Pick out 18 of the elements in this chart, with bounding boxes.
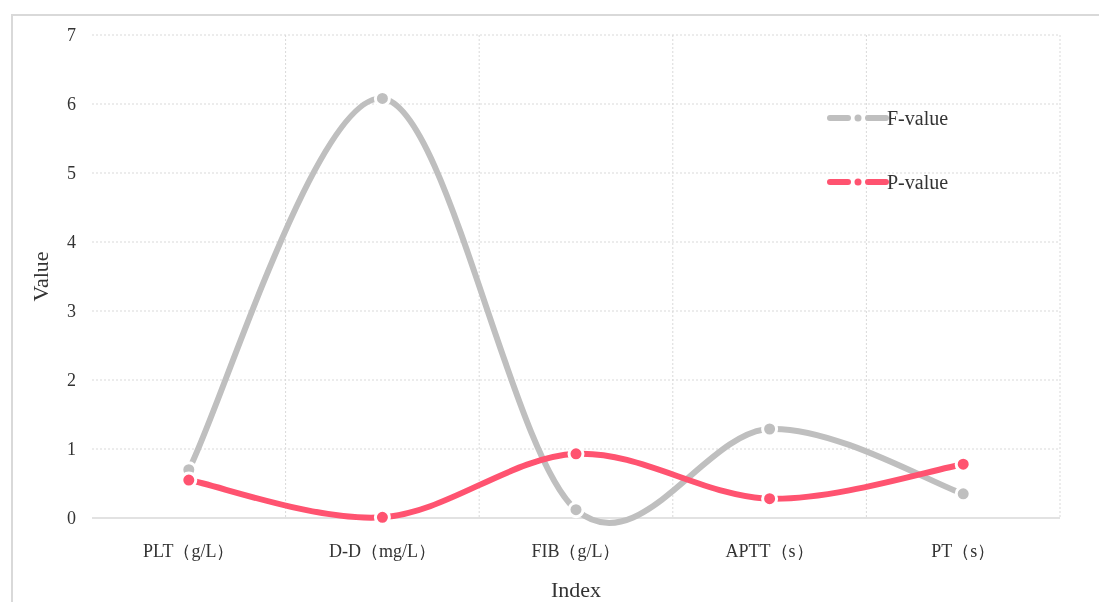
y-tick-label: 1 bbox=[67, 439, 76, 459]
x-tick-label: D-D（mg/L） bbox=[328, 541, 436, 561]
legend-label: P-value bbox=[887, 171, 949, 193]
x-axis-title: Index bbox=[550, 577, 602, 602]
y-tick-label: 0 bbox=[67, 508, 76, 528]
y-tick-label: 6 bbox=[67, 94, 76, 114]
y-axis-title: Value bbox=[28, 251, 53, 302]
x-tick-label: FIB（g/L） bbox=[531, 541, 621, 561]
y-tick-label: 5 bbox=[67, 163, 76, 183]
y-tick-label: 3 bbox=[67, 301, 76, 321]
x-tick-label: PT（s） bbox=[931, 541, 996, 561]
point bbox=[567, 501, 585, 519]
x-tick-label: APTT（s） bbox=[725, 541, 814, 561]
y-tick-label: 7 bbox=[67, 25, 76, 45]
legend-label: F-value bbox=[887, 107, 949, 129]
y-tick-label: 2 bbox=[67, 370, 76, 390]
y-tick-label: 4 bbox=[67, 232, 76, 252]
x-tick-label: PLT（g/L） bbox=[143, 541, 235, 561]
